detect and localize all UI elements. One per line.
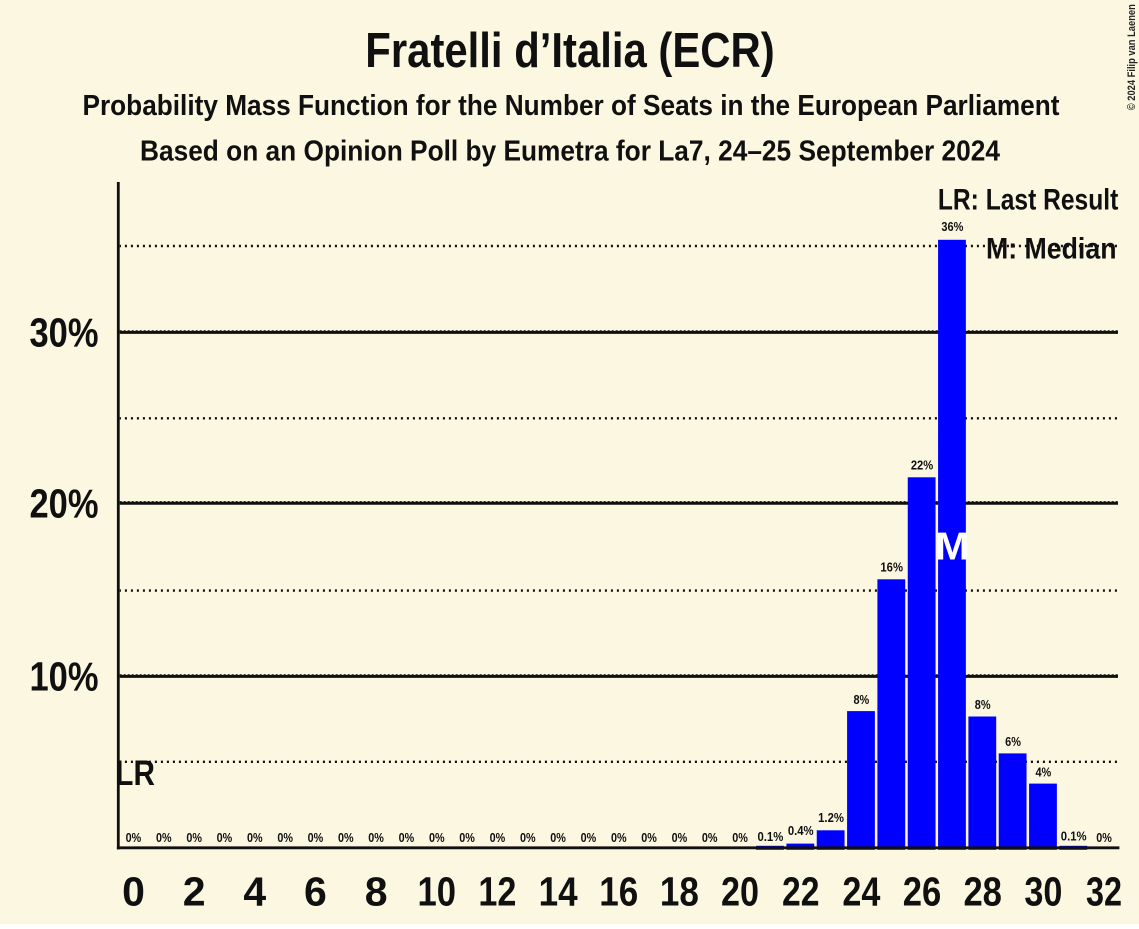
svg-text:0%: 0% xyxy=(732,831,748,845)
svg-text:18: 18 xyxy=(660,869,699,915)
svg-text:0%: 0% xyxy=(490,831,506,845)
svg-text:0%: 0% xyxy=(308,831,324,845)
svg-text:1.2%: 1.2% xyxy=(818,811,844,825)
svg-text:0%: 0% xyxy=(429,831,445,845)
svg-text:10%: 10% xyxy=(30,653,99,699)
svg-text:Based on an Opinion Poll by Eu: Based on an Opinion Poll by Eumetra for … xyxy=(140,136,1000,168)
svg-text:0%: 0% xyxy=(156,831,172,845)
svg-text:20%: 20% xyxy=(30,480,99,526)
svg-text:LR: Last Result: LR: Last Result xyxy=(938,183,1119,216)
svg-text:0%: 0% xyxy=(126,831,142,845)
svg-text:0.4%: 0.4% xyxy=(788,824,814,838)
svg-text:0%: 0% xyxy=(611,831,627,845)
svg-text:22%: 22% xyxy=(911,459,933,473)
svg-text:32: 32 xyxy=(1086,869,1122,915)
svg-text:20: 20 xyxy=(721,869,759,915)
svg-text:4%: 4% xyxy=(1035,765,1051,779)
svg-text:6: 6 xyxy=(304,869,327,915)
svg-text:0: 0 xyxy=(122,869,145,915)
svg-text:0%: 0% xyxy=(520,831,536,845)
svg-text:M: Median: M: Median xyxy=(986,233,1117,266)
svg-text:24: 24 xyxy=(842,869,880,915)
svg-text:0%: 0% xyxy=(368,831,384,845)
svg-text:0%: 0% xyxy=(247,831,263,845)
svg-text:0%: 0% xyxy=(186,831,202,845)
svg-text:8%: 8% xyxy=(975,698,991,712)
svg-text:0%: 0% xyxy=(641,831,657,845)
svg-text:28: 28 xyxy=(963,869,1002,915)
svg-text:30%: 30% xyxy=(30,310,99,356)
svg-text:0%: 0% xyxy=(277,831,293,845)
svg-text:0%: 0% xyxy=(399,831,415,845)
svg-text:30: 30 xyxy=(1024,869,1062,915)
svg-text:10: 10 xyxy=(418,869,457,915)
svg-text:4: 4 xyxy=(243,869,266,915)
svg-text:LR: LR xyxy=(115,754,155,793)
svg-text:16%: 16% xyxy=(880,561,903,575)
svg-text:0.1%: 0.1% xyxy=(1061,829,1087,843)
svg-text:Fratelli d’Italia (ECR): Fratelli d’Italia (ECR) xyxy=(365,23,774,78)
svg-text:0%: 0% xyxy=(702,831,718,845)
svg-text:6%: 6% xyxy=(1005,735,1021,749)
svg-text:2: 2 xyxy=(183,869,206,915)
svg-text:16: 16 xyxy=(599,869,638,915)
svg-text:M: M xyxy=(935,526,970,569)
svg-text:© 2024 Filip van Laenen: © 2024 Filip van Laenen xyxy=(1126,4,1138,110)
svg-text:36%: 36% xyxy=(941,220,963,234)
svg-text:0%: 0% xyxy=(550,831,566,845)
svg-text:0%: 0% xyxy=(459,831,475,845)
svg-text:26: 26 xyxy=(903,869,942,915)
svg-text:0%: 0% xyxy=(581,831,597,845)
svg-text:0.1%: 0.1% xyxy=(757,830,783,844)
svg-text:Probability Mass Function for: Probability Mass Function for the Number… xyxy=(83,90,1060,122)
svg-text:14: 14 xyxy=(539,869,578,915)
svg-text:22: 22 xyxy=(782,869,820,915)
svg-text:0%: 0% xyxy=(338,831,354,845)
svg-text:0%: 0% xyxy=(672,831,688,845)
svg-text:8%: 8% xyxy=(853,693,869,707)
svg-text:12: 12 xyxy=(478,869,516,915)
svg-text:8: 8 xyxy=(365,869,388,915)
svg-text:0%: 0% xyxy=(217,831,233,845)
svg-text:0%: 0% xyxy=(1096,831,1112,845)
